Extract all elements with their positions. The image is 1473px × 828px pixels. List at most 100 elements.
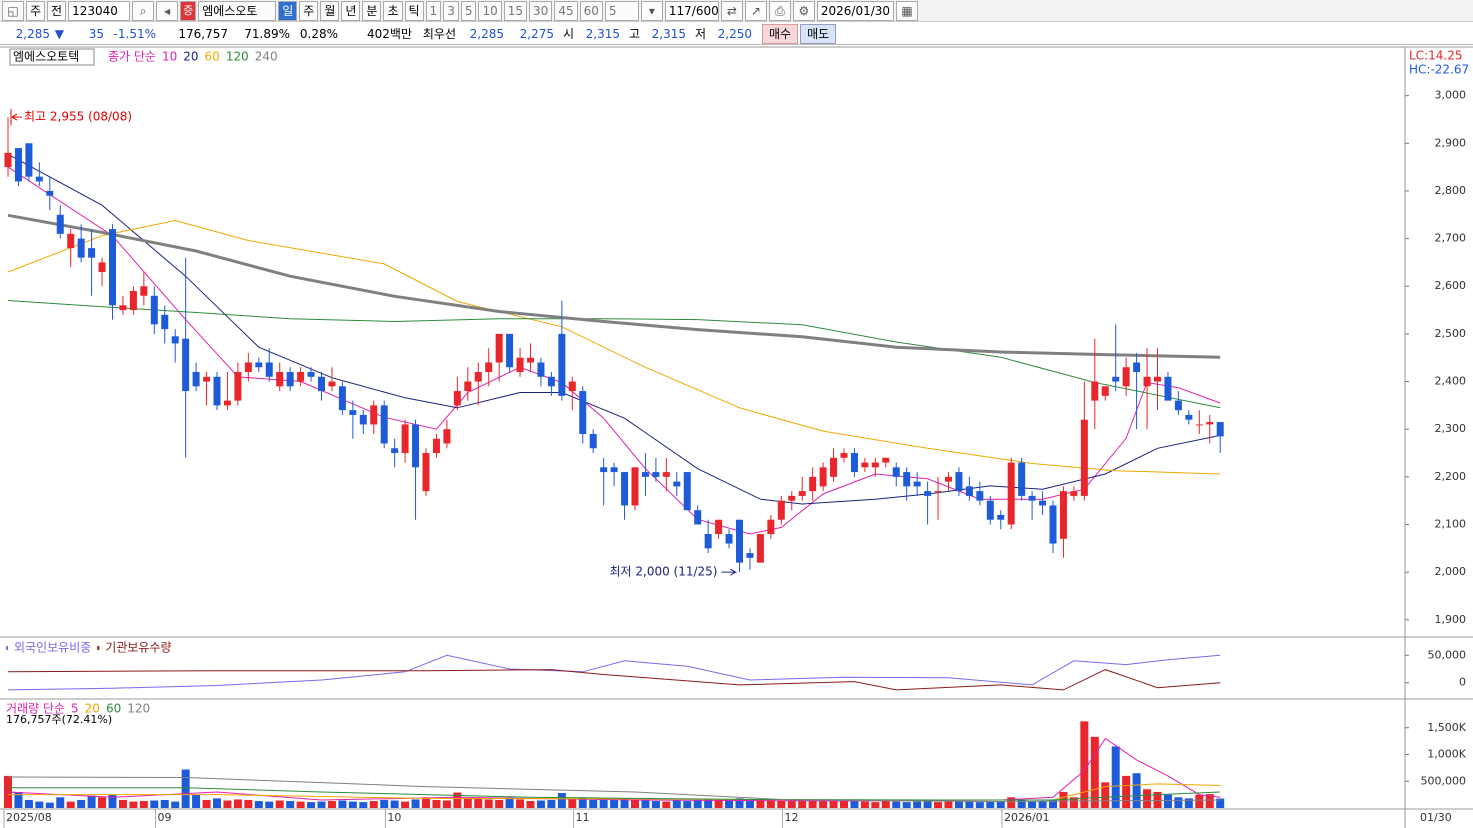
tool[interactable]: ⎙ bbox=[768, 0, 791, 21]
candle-body bbox=[694, 510, 702, 525]
interval-button[interactable]: 1 bbox=[425, 0, 442, 21]
high-price: 2,315 bbox=[651, 26, 686, 41]
volume-bar bbox=[704, 799, 713, 808]
search[interactable]: ⌕ bbox=[132, 0, 155, 21]
volume-bar bbox=[526, 801, 535, 808]
interval-button[interactable]: 3 bbox=[443, 0, 459, 21]
y-tick-label: 2,600 bbox=[1435, 279, 1467, 292]
candle-body bbox=[422, 453, 430, 492]
interval-button[interactable]: 10 bbox=[478, 0, 502, 21]
range-select[interactable]: 전 bbox=[47, 0, 67, 21]
candle-body bbox=[265, 362, 273, 377]
candle-body bbox=[736, 519, 743, 563]
volume-bar bbox=[338, 800, 347, 808]
candle-body bbox=[35, 176, 43, 182]
hc-label: HC:-22.67 bbox=[1409, 63, 1469, 77]
volume-bar bbox=[881, 801, 890, 808]
period-button[interactable]: 년 bbox=[341, 0, 361, 21]
volume-bar bbox=[369, 801, 378, 808]
volume-bar bbox=[1038, 801, 1047, 808]
volume-bar bbox=[77, 799, 86, 808]
volume: 176,757 bbox=[178, 26, 228, 41]
volume-bar bbox=[108, 794, 117, 808]
volume-bar bbox=[819, 801, 828, 808]
candle-body bbox=[547, 376, 555, 387]
candle-body bbox=[986, 500, 994, 520]
candle-body bbox=[746, 553, 754, 558]
candle-body bbox=[913, 481, 921, 487]
volume-bar bbox=[14, 791, 23, 808]
candle-body bbox=[4, 152, 12, 168]
candle-body bbox=[1091, 381, 1099, 401]
legend-title: 종가 단순 bbox=[108, 50, 156, 64]
candle-body bbox=[1049, 505, 1057, 544]
sell-button[interactable]: 매도 bbox=[800, 23, 837, 44]
sound[interactable]: ◂ bbox=[156, 0, 179, 21]
candle-body bbox=[443, 429, 451, 444]
icon[interactable]: ◱ bbox=[2, 0, 24, 21]
change: 35 bbox=[88, 26, 104, 41]
volume-bar bbox=[56, 797, 65, 808]
tool[interactable]: ↗ bbox=[744, 0, 767, 21]
tool[interactable]: ⇄ bbox=[720, 0, 743, 21]
volume-bar bbox=[745, 799, 754, 808]
volume-bar bbox=[463, 798, 472, 808]
line bbox=[7, 776, 1221, 803]
buy-button[interactable]: 매수 bbox=[762, 23, 799, 44]
period-button[interactable]: 틱 bbox=[404, 0, 424, 21]
volume-bar bbox=[1143, 789, 1152, 808]
candle-body bbox=[955, 472, 963, 492]
volume-bar bbox=[495, 799, 504, 808]
volume-bar bbox=[725, 799, 734, 808]
volume-bar bbox=[516, 799, 525, 808]
interval-button[interactable]: 5 bbox=[460, 0, 477, 21]
arrow bbox=[10, 109, 22, 126]
volume-bar bbox=[662, 801, 671, 808]
y-tick-label: 1,000K bbox=[1427, 748, 1466, 761]
volume-bar bbox=[986, 801, 995, 808]
date-input[interactable]: 2026/01/30 bbox=[816, 0, 895, 21]
label: 고 bbox=[628, 27, 640, 41]
candle-body bbox=[276, 372, 284, 387]
candle-body bbox=[1164, 376, 1172, 401]
volume-bar bbox=[1174, 797, 1183, 808]
volume-bar bbox=[98, 797, 107, 808]
candle-body bbox=[46, 190, 54, 196]
volume-bar bbox=[150, 800, 159, 808]
candle-body bbox=[150, 295, 158, 325]
volume-bar bbox=[118, 799, 127, 808]
candle-body bbox=[380, 405, 388, 444]
interval-button[interactable]: 30 bbox=[529, 0, 553, 21]
interval-button[interactable]: 60 bbox=[579, 0, 603, 21]
toolbar: ◱ 주 전 123040 ⌕ ◂ 증 엠에스오토 일 주 월 년 분 초 틱 1… bbox=[0, 0, 1473, 22]
code-input[interactable]: 123040 bbox=[68, 0, 131, 21]
y-tick-label: 2,900 bbox=[1435, 136, 1467, 149]
volume-bar bbox=[1059, 791, 1068, 808]
candle-body bbox=[558, 333, 566, 396]
interval-input[interactable]: 5 bbox=[604, 0, 639, 21]
market-select[interactable]: 주 bbox=[26, 0, 46, 21]
interval-button[interactable]: 45 bbox=[554, 0, 578, 21]
line bbox=[7, 654, 1221, 691]
low-price: 2,250 bbox=[717, 26, 752, 41]
period-button[interactable]: 일 bbox=[278, 0, 298, 21]
period-button[interactable]: 초 bbox=[383, 0, 403, 21]
period-button[interactable]: 월 bbox=[320, 0, 340, 21]
volume-bar bbox=[359, 802, 368, 808]
volume-bar bbox=[1090, 736, 1099, 808]
volume-bar bbox=[1216, 798, 1225, 808]
settings[interactable]: ⚙ bbox=[792, 0, 815, 21]
legend-entry: 60 bbox=[205, 50, 220, 64]
dropdown[interactable]: ▾ bbox=[640, 0, 663, 21]
volume-bar bbox=[1111, 746, 1120, 808]
period-button[interactable]: 분 bbox=[362, 0, 382, 21]
candle-body bbox=[882, 457, 890, 463]
period-button[interactable]: 주 bbox=[299, 0, 319, 21]
calendar[interactable]: ▦ bbox=[896, 0, 919, 21]
candle-body bbox=[328, 381, 336, 387]
candle-body bbox=[589, 433, 597, 449]
interval-button[interactable]: 15 bbox=[503, 0, 528, 21]
volume-bar bbox=[923, 801, 932, 808]
count-input[interactable]: 117/600 bbox=[664, 0, 719, 21]
